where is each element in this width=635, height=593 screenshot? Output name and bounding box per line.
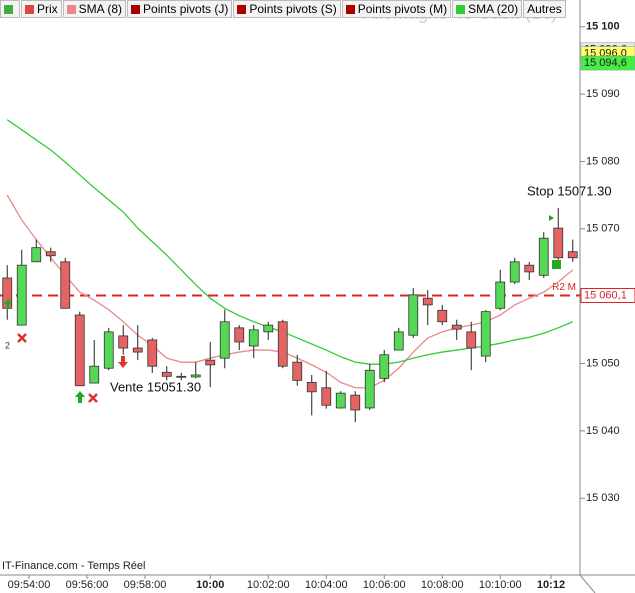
candle-body	[219, 321, 230, 359]
toolbar-button[interactable]: Autres	[523, 0, 566, 18]
candle-body	[538, 237, 549, 276]
y-tick-label: 15 050	[586, 357, 620, 369]
x-tick-label: 09:58:00	[124, 579, 167, 591]
candle-body	[132, 347, 143, 353]
sma-line	[6, 119, 574, 365]
sell-arrow	[118, 356, 128, 368]
x-tick-label: 10:04:00	[305, 579, 348, 591]
candle-body	[335, 392, 346, 409]
toolbar-label: Points pivots (M)	[357, 2, 448, 16]
candle-body	[74, 314, 85, 387]
candle-body	[60, 261, 71, 309]
toolbar-label: Points pivots (S)	[249, 2, 337, 16]
candle-body	[553, 227, 564, 259]
axis-corner	[579, 574, 596, 593]
footer: IT-Finance.com - Temps Réel	[2, 560, 145, 572]
candle-body	[451, 324, 462, 330]
y-tick-label: 15 030	[586, 492, 620, 504]
annotation: Vente 15051.30	[110, 379, 201, 394]
candle-body	[437, 309, 448, 323]
candle-body	[190, 374, 201, 378]
candle-body	[495, 281, 506, 309]
toolbar-label: Prix	[37, 2, 58, 16]
x-tick-label: 10:08:00	[421, 579, 464, 591]
buy-arrow	[75, 391, 85, 403]
signal-marker	[552, 260, 561, 269]
candle-body	[118, 335, 129, 349]
candle-body	[16, 264, 27, 326]
x-tick-label: 10:12	[537, 579, 565, 591]
candle-body	[466, 331, 477, 349]
candle-body	[31, 247, 42, 263]
exit-cross	[17, 333, 27, 343]
candle-body	[292, 361, 303, 381]
y-tick-label: 15 090	[586, 88, 620, 100]
candle-body	[364, 369, 375, 409]
exit-cross	[88, 393, 98, 403]
y-tick-label: 15 100	[586, 21, 620, 33]
candle-body	[350, 394, 361, 411]
buy-arrow	[4, 299, 12, 309]
price-tag-label: 15 094,6	[584, 57, 627, 69]
candle-body	[263, 324, 274, 333]
toolbar-label: Autres	[527, 2, 562, 16]
price-tag	[580, 55, 635, 71]
candle-body	[176, 375, 187, 378]
candle-body	[379, 354, 390, 379]
toolbar-button[interactable]: ​	[0, 0, 20, 18]
pivot-value-label: 15 060,1	[584, 289, 627, 301]
pivot-label: R2 M	[552, 282, 576, 293]
x-tick-label: 10:06:00	[363, 579, 406, 591]
annotation: Stop 15071.30	[527, 183, 612, 198]
candle-body	[306, 381, 317, 393]
signal-marker	[549, 215, 554, 221]
toolbar-button[interactable]: Points pivots (M)	[341, 0, 452, 18]
candle-body	[45, 251, 56, 257]
candle-body	[89, 365, 100, 384]
candle-body	[408, 294, 419, 336]
pivot-tag	[580, 287, 635, 303]
candle-body	[524, 264, 535, 273]
toolbar: ​ Prix SMA (8) Points pivots (J) Points …	[0, 0, 567, 18]
candle-body	[509, 261, 520, 283]
x-tick-label: 09:54:00	[8, 579, 51, 591]
sma-line	[6, 194, 574, 389]
toolbar-button[interactable]: Points pivots (S)	[233, 0, 341, 18]
toolbar-button[interactable]: Points pivots (J)	[127, 0, 233, 18]
candle-body	[234, 327, 245, 343]
candle-body	[248, 329, 259, 347]
candle-body	[422, 297, 433, 306]
candle-body	[567, 251, 578, 259]
candle-body	[205, 359, 216, 366]
annotation: 2	[5, 340, 10, 350]
x-tick-label: 09:56:00	[66, 579, 109, 591]
candle-body	[393, 331, 404, 351]
candle-body	[277, 321, 288, 367]
toolbar-button[interactable]: SMA (20)	[452, 0, 523, 18]
candle-body	[321, 387, 332, 406]
x-tick-label: 10:10:00	[479, 579, 522, 591]
candle-body	[103, 331, 114, 369]
toolbar-label: SMA (20)	[468, 2, 519, 16]
toolbar-button[interactable]: Prix	[21, 0, 62, 18]
toolbar-label: Points pivots (J)	[143, 2, 229, 16]
x-tick-label: 10:02:00	[247, 579, 290, 591]
y-tick-label: 15 080	[586, 155, 620, 167]
toolbar-label: SMA (8)	[78, 2, 123, 16]
x-tick-label: 10:00	[196, 579, 224, 591]
trade-markers	[4, 215, 561, 403]
candle-body	[161, 371, 172, 377]
y-tick-label: 15 070	[586, 223, 620, 235]
toolbar-button[interactable]: SMA (8)	[62, 0, 127, 18]
y-tick-label: 15 040	[586, 425, 620, 437]
candle-body	[147, 339, 158, 367]
candle-body	[480, 311, 491, 357]
